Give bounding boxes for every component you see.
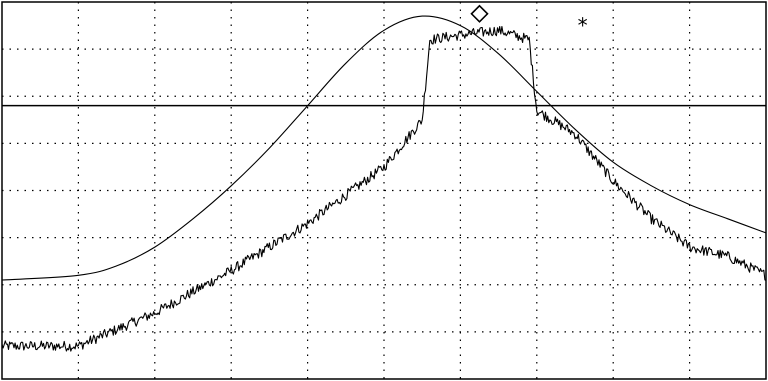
- star-marker: *: [578, 14, 588, 38]
- diamond-marker: [470, 4, 489, 23]
- spectrum-trace: [1, 25, 767, 352]
- envelope-trace: [1, 15, 767, 281]
